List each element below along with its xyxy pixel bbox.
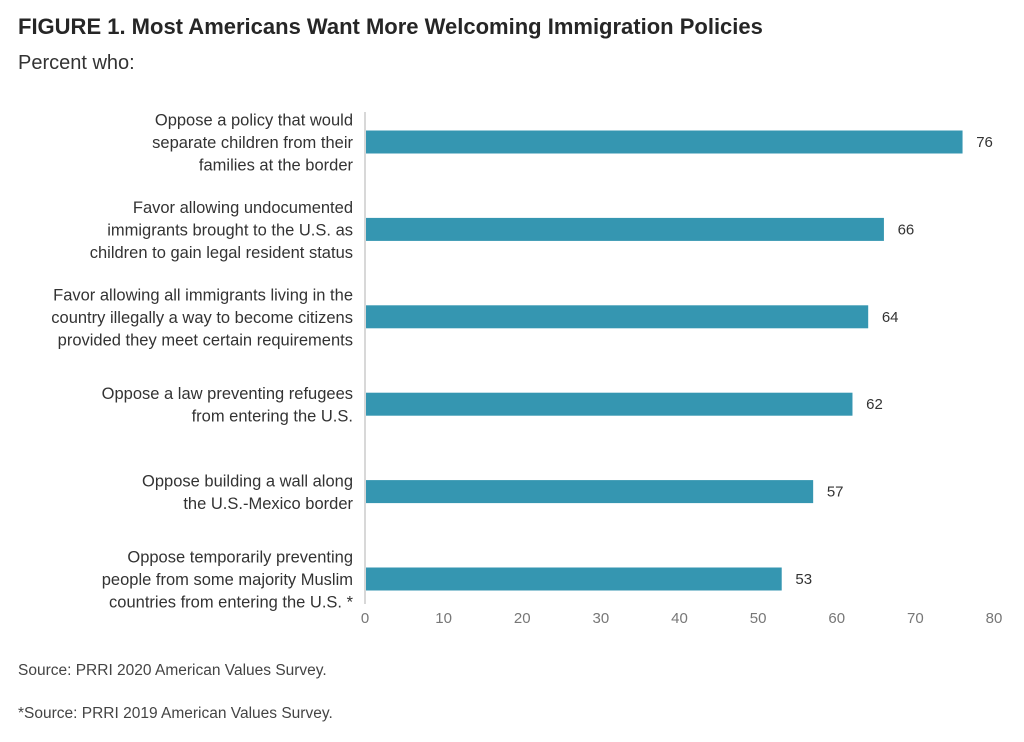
value-label-2: 64: [882, 309, 899, 326]
x-tick-label-1: 10: [435, 610, 452, 627]
category-label-2: Favor allowing all immigrants living in …: [51, 286, 353, 349]
category-label-line: Oppose temporarily preventing: [127, 549, 353, 567]
bar-0: [366, 130, 963, 154]
bar-1: [366, 217, 884, 241]
value-label-3: 62: [866, 396, 883, 413]
category-label-line: country illegally a way to become citize…: [51, 309, 353, 327]
x-tick-label-4: 40: [671, 610, 688, 627]
category-label-line: immigrants brought to the U.S. as: [107, 221, 353, 239]
value-label-0: 76: [976, 134, 993, 151]
category-label-3: Oppose a law preventing refugees from ent…: [102, 385, 353, 426]
category-label-line: Favor allowing all immigrants living in …: [53, 286, 353, 304]
chart-title: FIGURE 1. Most Americans Want More Welco…: [18, 14, 763, 39]
category-label-line: from entering the U.S.: [192, 407, 353, 425]
source-note: Source: PRRI 2020 American Values Survey…: [18, 662, 327, 679]
category-label-5: Oppose temporarily preventing people from…: [102, 549, 354, 612]
category-label-line: Oppose a policy that would: [155, 112, 353, 130]
value-label-5: 53: [795, 571, 812, 588]
category-label-line: the U.S.-Mexico border: [183, 495, 353, 513]
x-tick-label-7: 70: [907, 610, 924, 627]
value-label-1: 66: [898, 221, 915, 238]
x-tick-label-8: 80: [986, 610, 1003, 627]
x-tick-label-0: 0: [361, 610, 369, 627]
x-tick-label-3: 30: [593, 610, 610, 627]
x-tick-label-2: 20: [514, 610, 531, 627]
category-label-line: separate children from their: [152, 134, 353, 152]
bar-3: [366, 392, 853, 416]
category-label-line: Oppose building a wall along: [142, 472, 353, 490]
category-label-line: provided they meet certain requirements: [58, 331, 353, 349]
value-label-4: 57: [827, 484, 844, 501]
x-tick-label-5: 50: [750, 610, 767, 627]
chart-subtitle: Percent who:: [18, 52, 135, 74]
category-label-line: countries from entering the U.S. *: [109, 594, 354, 612]
source-note-asterisk: *Source: PRRI 2019 American Values Surve…: [18, 705, 333, 722]
category-label-line: families at the border: [199, 157, 354, 175]
bar-5: [366, 567, 782, 591]
category-label-line: Favor allowing undocumented: [133, 199, 353, 217]
category-label-4: Oppose building a wall along the U.S.-Mex…: [142, 472, 353, 512]
category-label-1: Favor allowing undocumented immigrants br…: [90, 199, 353, 262]
category-label-line: Oppose a law preventing refugees: [102, 385, 353, 403]
category-label-line: children to gain legal resident status: [90, 244, 353, 262]
bar-4: [366, 480, 814, 504]
category-label-line: people from some majority Muslim: [102, 571, 353, 589]
bar-2: [366, 305, 869, 329]
category-label-0: Oppose a policy that would separate child…: [152, 112, 353, 175]
x-tick-label-6: 60: [828, 610, 845, 627]
